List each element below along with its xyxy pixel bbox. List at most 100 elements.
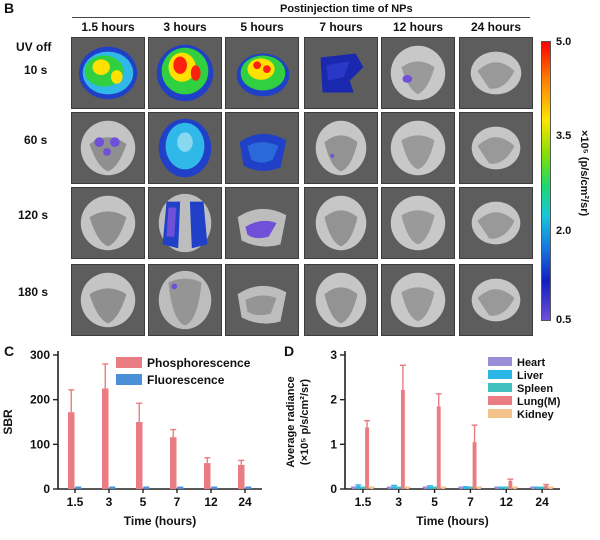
lung-image-r4-c1: [71, 264, 145, 336]
bar: [436, 406, 441, 489]
x-tick-label: 5: [431, 495, 438, 509]
lung-image-r3-c3: [225, 187, 299, 259]
bar: [351, 487, 356, 489]
x-tick-label: 12: [500, 495, 514, 509]
legend-label: Lung(M): [517, 396, 561, 408]
legend-swatch: [488, 370, 512, 379]
x-tick-label: 1.5: [355, 495, 372, 509]
bar: [463, 487, 468, 489]
colorbar-min-label: 0.5: [556, 314, 572, 326]
bar: [499, 487, 504, 489]
lung-image-r3-c1: [71, 187, 145, 259]
time-label: 7 hours: [319, 20, 363, 34]
lung-image-r3-c5: [381, 187, 455, 259]
colorbar-unit-label: ×10⁵ (p/s/cm²/sr): [578, 130, 590, 217]
chart-c-svg: 0 100 200 300 1.5 3 5 7 12 24 Time (hours) SBR Phosp…: [1, 348, 262, 528]
bar: [396, 487, 401, 489]
bar: [75, 487, 82, 489]
chart-c: 0 100 200 300 1.5 3 5 7 12 24 Time (hours) SBR Phosp…: [0, 345, 275, 535]
bar: [392, 486, 397, 489]
lung-image-r2-c1: [71, 112, 145, 184]
colorbar-tick-label: 3.5: [556, 130, 572, 142]
row-label: 120 s: [18, 208, 49, 222]
bar: [143, 487, 150, 489]
bar: [508, 480, 513, 489]
legend-swatch: [488, 383, 512, 392]
panel-b-header: Postinjection time of NPs: [280, 3, 413, 15]
x-tick-label: 5: [140, 495, 147, 509]
bar: [432, 487, 437, 489]
y-tick-label: 3: [330, 348, 337, 362]
legend-swatch: [488, 396, 512, 405]
time-label: 5 hours: [240, 20, 284, 34]
colorbar-max-label: 5.0: [556, 36, 572, 48]
lung-image-r2-c4: [304, 112, 378, 184]
x-tick-label: 1.5: [67, 495, 84, 509]
bar: [468, 487, 473, 489]
panel-b-letter: B: [4, 0, 15, 16]
bar: [548, 487, 553, 489]
lung-image-r1-c6: [459, 37, 533, 109]
x-axis-label: Time (hours): [124, 514, 196, 528]
colorbar-tick-label: 2.0: [556, 225, 572, 237]
bar: [177, 487, 184, 489]
y-tick-label: 100: [30, 437, 50, 451]
time-label: 3 hours: [163, 20, 207, 34]
bar: [544, 485, 549, 489]
bar: [136, 422, 143, 489]
y-tick-label: 1: [330, 437, 337, 451]
legend-label: Spleen: [517, 383, 553, 395]
bar: [504, 487, 508, 489]
bar: [495, 487, 500, 489]
lung-image-r3-c2: [148, 187, 222, 259]
bar: [405, 487, 410, 489]
x-tick-label: 7: [174, 495, 181, 509]
bar: [238, 464, 245, 489]
x-tick-label: 7: [467, 495, 474, 509]
lung-image-r1-c3: [225, 37, 299, 109]
panel-c-letter: C: [4, 343, 15, 359]
bar: [204, 463, 211, 489]
lung-image-r2-c5: [381, 112, 455, 184]
y-tick-label: 2: [330, 393, 337, 407]
bar: [360, 487, 365, 489]
legend-label: Phosphorescence: [147, 356, 251, 370]
lung-image-r2-c6: [459, 112, 533, 184]
legend-label: Kidney: [517, 409, 555, 421]
bar: [512, 487, 517, 489]
row-label: 180 s: [18, 285, 49, 299]
bar: [427, 486, 432, 489]
legend-swatch: [116, 357, 142, 368]
legend-swatch: [488, 409, 512, 418]
lung-image-r3-c6: [459, 187, 533, 259]
lung-image-r4-c3: [225, 264, 299, 336]
lung-image-r1-c1: [71, 37, 145, 109]
bar: [531, 487, 535, 489]
legend-label: Heart: [517, 357, 545, 369]
bar: [369, 487, 374, 489]
lung-image-r3-c4: [304, 187, 378, 259]
bar: [535, 487, 540, 489]
x-tick-label: 12: [204, 495, 218, 509]
bar: [245, 487, 252, 489]
legend-swatch: [116, 374, 142, 385]
time-label: 24 hours: [470, 20, 521, 34]
bar: [211, 487, 218, 489]
lung-image-r1-c4: [304, 37, 378, 109]
x-tick-label: 3: [395, 495, 402, 509]
chart-d: 0 1 2 3 1.5 3 5 7 12 24 Time (hours) Average radian…: [280, 345, 598, 535]
bar: [423, 487, 428, 489]
bar: [68, 412, 75, 489]
legend-label: Fluorescence: [147, 373, 225, 387]
y-tick-label: 0: [43, 482, 50, 496]
row-label: 10 s: [24, 63, 48, 77]
header-divider: [72, 17, 530, 18]
bar: [441, 487, 446, 489]
x-tick-label: 3: [106, 495, 113, 509]
y-tick-label: 0: [330, 482, 337, 496]
lung-image-r4-c6: [459, 264, 533, 336]
bar: [477, 487, 481, 489]
lung-image-r2-c3: [225, 112, 299, 184]
y-tick-label: 200: [30, 393, 50, 407]
bar: [356, 485, 361, 489]
